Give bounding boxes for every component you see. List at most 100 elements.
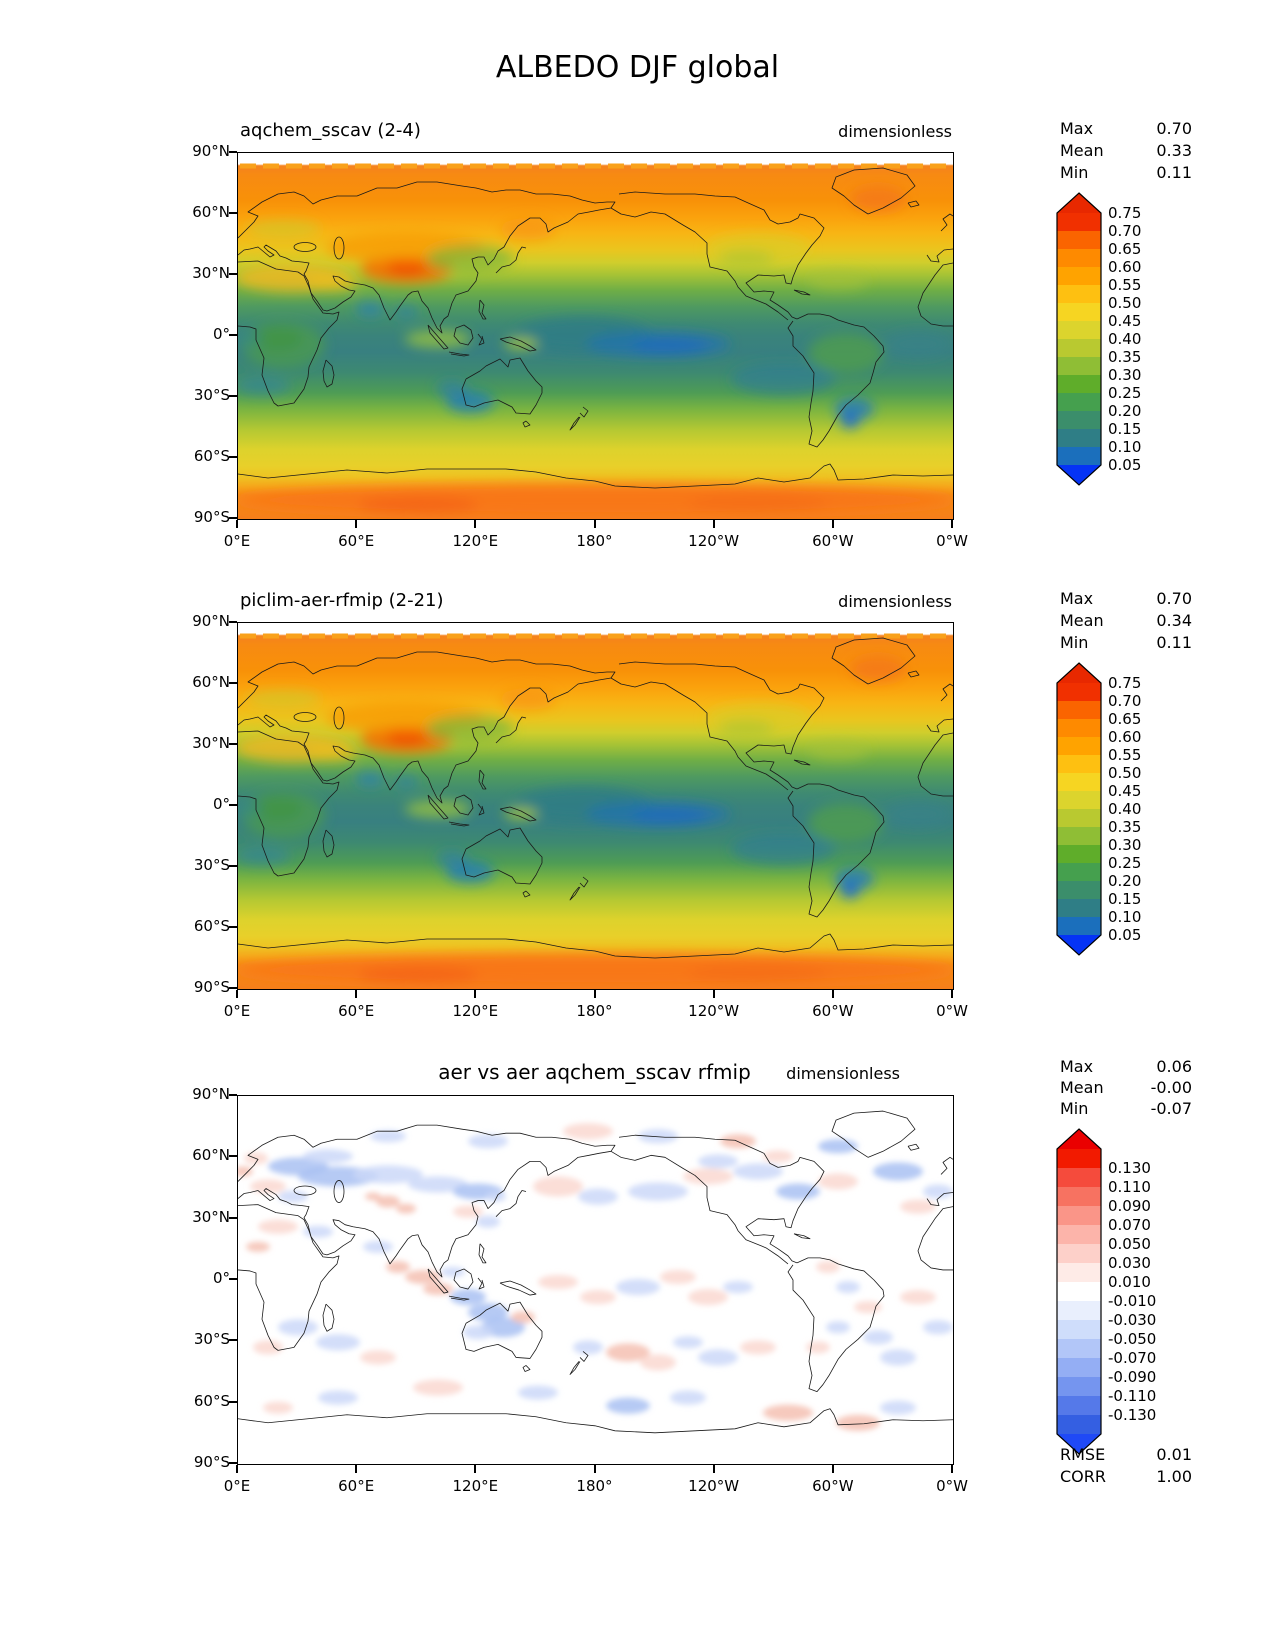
x-tick-label: 60°W — [812, 1002, 854, 1020]
colorbar-tick-label: 0.070 — [1108, 1216, 1151, 1234]
x-tick-label: 0°W — [936, 1002, 968, 1020]
y-tick-label: 60°N — [192, 673, 230, 691]
stat-value: 0.11 — [1156, 163, 1192, 182]
colorbar-tick-label: -0.090 — [1108, 1368, 1156, 1386]
colorbar-tick-label: 0.05 — [1108, 926, 1141, 944]
stat-label: Mean — [1060, 1078, 1104, 1097]
panel1-map — [237, 152, 954, 520]
y-tick-label: 0° — [212, 1269, 230, 1287]
x-tick-label: 60°E — [338, 1477, 375, 1495]
y-tick-mark — [229, 1462, 237, 1464]
figure-title: ALBEDO DJF global — [495, 50, 780, 85]
colorbar-svg: 0.750.700.650.600.550.500.450.400.350.30… — [1056, 192, 1141, 486]
panel2-title: piclim-aer-rfmip (2-21) — [240, 590, 444, 611]
x-tick-label: 0°E — [223, 1477, 251, 1495]
x-tick-label: 180° — [576, 532, 613, 550]
colorbar-tick-label: 0.45 — [1108, 782, 1141, 800]
y-tick-label: 30°S — [193, 856, 230, 874]
y-tick-mark — [229, 1400, 237, 1403]
x-tick-mark — [712, 520, 715, 528]
x-tick-mark — [355, 990, 358, 998]
polar-no-data-strip — [238, 623, 953, 634]
y-tick-label: 90°S — [193, 508, 230, 526]
colorbar-tick-label: 0.55 — [1108, 276, 1141, 294]
colorbar-tick-label: -0.030 — [1108, 1311, 1156, 1329]
colorbar-tick-label: 0.40 — [1108, 800, 1141, 818]
y-tick-label: 60°S — [193, 1391, 230, 1410]
stat-row: RMSE 0.01 — [1060, 1444, 1192, 1466]
stat-label: Min — [1060, 633, 1089, 652]
map-svg — [238, 153, 953, 519]
panel3-stats: Max 0.06 Mean -0.00 Min -0.07 — [1060, 1056, 1192, 1119]
y-tick-mark — [229, 1094, 237, 1096]
map-svg — [238, 623, 953, 989]
stat-label: Mean — [1060, 611, 1104, 630]
colorbar-tick-label: 0.090 — [1108, 1197, 1151, 1215]
x-tick-label: 0°W — [936, 1477, 968, 1495]
colorbar-tick-label: 0.20 — [1108, 872, 1141, 890]
y-tick-label: 90°N — [192, 1085, 230, 1103]
y-tick-label: 60°S — [193, 447, 230, 465]
stat-row: Min 0.11 — [1060, 632, 1192, 654]
colorbar-tick-label: 0.50 — [1108, 764, 1141, 782]
colorbar-tick-label: 0.70 — [1108, 692, 1141, 710]
y-tick-label: 90°S — [193, 1453, 230, 1471]
x-tick-label: 180° — [576, 1002, 613, 1020]
stat-row: Min 0.11 — [1060, 162, 1192, 184]
x-tick-mark — [831, 520, 834, 528]
colorbar-svg: 0.1300.1100.0900.0700.0500.0300.010-0.01… — [1056, 1128, 1156, 1455]
stat-value: 0.11 — [1156, 633, 1192, 652]
stat-label: CORR — [1060, 1467, 1106, 1486]
x-tick-mark — [831, 1465, 834, 1473]
stat-row: Max 0.70 — [1060, 588, 1192, 610]
stat-value: 0.33 — [1156, 141, 1192, 160]
y-tick-label: 0° — [212, 795, 230, 813]
colorbar-tick-label: 0.55 — [1108, 746, 1141, 764]
x-tick-mark — [951, 990, 953, 998]
y-tick-label: 30°N — [192, 264, 230, 282]
coastlines — [238, 637, 953, 959]
x-tick-mark — [712, 990, 715, 998]
y-tick-mark — [229, 1278, 237, 1280]
panel3-difference-map — [237, 1095, 954, 1465]
y-tick-mark — [229, 334, 237, 336]
x-tick-mark — [712, 1465, 715, 1473]
colorbar-tick-label: 0.35 — [1108, 818, 1141, 836]
x-tick-mark — [951, 1465, 953, 1473]
colorbar-tick-label: 0.30 — [1108, 836, 1141, 854]
panel2-map — [237, 622, 954, 990]
y-tick-label: 60°S — [193, 917, 230, 935]
stat-row: Min -0.07 — [1060, 1098, 1192, 1119]
y-tick-mark — [229, 621, 237, 623]
y-tick-label: 60°N — [192, 1146, 230, 1165]
x-tick-label: 60°E — [338, 1002, 375, 1020]
y-tick-label: 30°N — [192, 734, 230, 752]
colorbar-tick-label: 0.50 — [1108, 294, 1141, 312]
y-tick-mark — [229, 212, 237, 214]
coastlines — [238, 1110, 953, 1434]
colorbar-tick-label: 0.15 — [1108, 420, 1141, 438]
panel3-units: dimensionless — [786, 1064, 900, 1083]
colorbar-tick-label: 0.60 — [1108, 258, 1141, 276]
y-tick-label: 90°N — [192, 612, 230, 630]
panel2-units: dimensionless — [838, 592, 952, 611]
y-tick-label: 60°N — [192, 203, 230, 221]
x-tick-mark — [831, 990, 834, 998]
colorbar-tick-label: 0.110 — [1108, 1178, 1151, 1196]
x-tick-mark — [236, 990, 238, 998]
colorbar-tick-label: 0.45 — [1108, 312, 1141, 330]
y-tick-mark — [229, 804, 237, 806]
colorbar-tick-label: 0.010 — [1108, 1273, 1151, 1291]
colorbar-tick-label: 0.65 — [1108, 240, 1141, 258]
stat-value: 0.34 — [1156, 611, 1192, 630]
colorbar-tick-label: 0.10 — [1108, 438, 1141, 456]
colorbar-tick-label: 0.75 — [1108, 204, 1141, 222]
colorbar-tick-label: 0.05 — [1108, 456, 1141, 474]
stat-value: 0.06 — [1156, 1057, 1192, 1076]
colorbar-tick-label: 0.10 — [1108, 908, 1141, 926]
stat-value: 0.70 — [1156, 119, 1192, 138]
colorbar-tick-label: -0.130 — [1108, 1406, 1156, 1424]
y-tick-mark — [229, 743, 237, 745]
colorbar-tick-label: -0.010 — [1108, 1292, 1156, 1310]
y-tick-mark — [229, 987, 237, 989]
